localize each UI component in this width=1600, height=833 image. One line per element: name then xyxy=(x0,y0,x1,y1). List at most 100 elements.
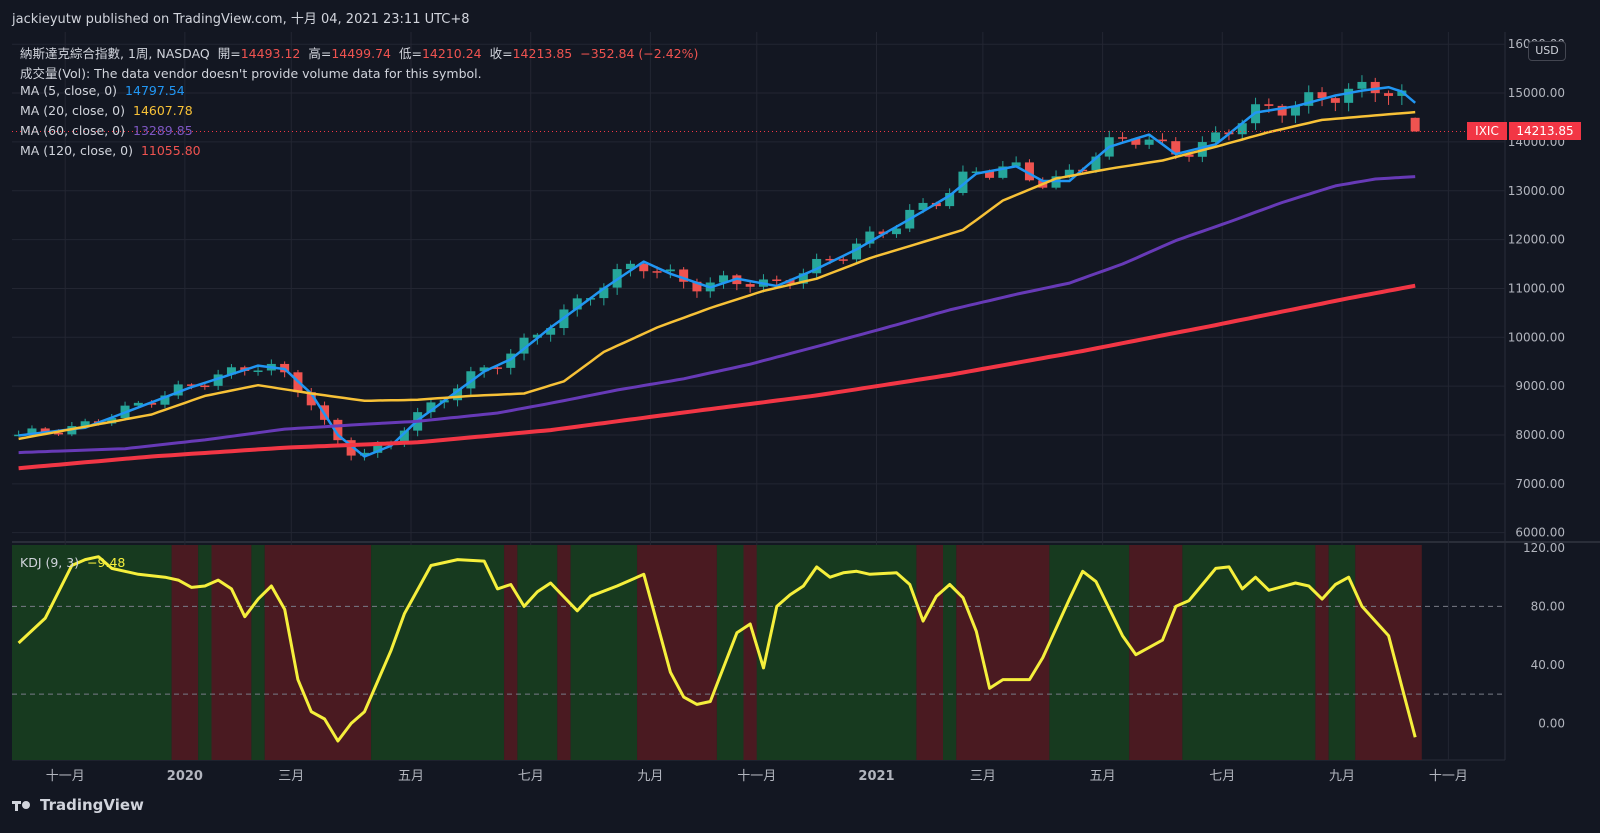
tradingview-brand[interactable]: TradingView xyxy=(12,796,144,814)
price-tick-label: 12000.00 xyxy=(1508,233,1565,247)
candle-body xyxy=(1264,104,1274,106)
price-tick-label: 15000.00 xyxy=(1508,86,1565,100)
ma5-label: MA (5, close, 0) xyxy=(20,83,118,98)
price-tick-label: 10000.00 xyxy=(1508,330,1565,344)
candle-body xyxy=(213,374,223,386)
kdj-legend[interactable]: KDJ (9, 3) −9.48 xyxy=(20,555,129,570)
candle-body xyxy=(798,273,808,284)
publisher-header: jackieyutw published on TradingView.com,… xyxy=(12,12,470,27)
ma120-label: MA (120, close, 0) xyxy=(20,143,133,158)
candle-body xyxy=(665,269,675,272)
candle-body xyxy=(253,370,263,372)
candle-body xyxy=(506,353,516,368)
legend-change: −352.84 (−2.42%) xyxy=(580,46,699,61)
candle-body xyxy=(200,385,210,388)
legend-high: 14499.74 xyxy=(331,46,392,61)
candle-body xyxy=(572,298,582,310)
candle-body xyxy=(27,428,37,435)
kdj-region xyxy=(1328,545,1356,760)
tradingview-logo-icon xyxy=(12,798,34,812)
candle-body xyxy=(147,402,157,405)
main-legend: 納斯達克綜合指數, 1周, NASDAQ 開=14493.12 高=14499.… xyxy=(20,43,702,62)
moving-average-lines xyxy=(12,85,1505,471)
kdj-region xyxy=(251,545,265,760)
ma5-legend[interactable]: MA (5, close, 0) 14797.54 xyxy=(20,83,189,98)
price-tick-label: 7000.00 xyxy=(1515,477,1565,491)
time-tick-label: 七月 xyxy=(518,769,544,784)
candle-body xyxy=(1304,92,1314,106)
candle-body xyxy=(1144,139,1154,145)
price-tick-label: 6000.00 xyxy=(1515,526,1565,540)
candle-body xyxy=(918,202,928,210)
candle-body xyxy=(1370,81,1380,94)
time-tick-label: 2021 xyxy=(858,769,894,784)
legend-low-label: 低= xyxy=(399,46,422,61)
ma60-legend[interactable]: MA (60, close, 0) 13289.85 xyxy=(20,123,197,138)
candle-body xyxy=(80,421,90,427)
candle-body xyxy=(492,367,502,369)
candle-body xyxy=(785,280,795,284)
kdj-region xyxy=(943,545,957,760)
candle-body xyxy=(1184,154,1194,157)
kdj-region xyxy=(756,545,917,760)
candle-body xyxy=(1064,169,1074,177)
kdj-region xyxy=(517,545,558,760)
legend-open: 14493.12 xyxy=(240,46,301,61)
kdj-region xyxy=(371,545,505,760)
candle-body xyxy=(187,384,197,386)
candle-body xyxy=(639,263,649,272)
candle-body xyxy=(333,419,343,441)
legend-close: 14213.85 xyxy=(512,46,573,61)
candle-body xyxy=(479,367,489,372)
candle-body xyxy=(985,171,995,178)
candle-body xyxy=(1118,137,1128,139)
candle-body xyxy=(1290,105,1300,116)
kdj-region xyxy=(570,545,638,760)
kdj-region xyxy=(171,545,199,760)
candle-body xyxy=(945,192,955,207)
candle-body xyxy=(373,444,383,453)
ma20-line xyxy=(18,110,1416,441)
kdj-background-regions xyxy=(12,545,1422,760)
candle-body xyxy=(1410,117,1420,132)
candle-body xyxy=(838,259,848,261)
candle-body xyxy=(998,166,1008,178)
candle-body xyxy=(1384,93,1394,96)
kdj-region xyxy=(1182,545,1316,760)
candle-body xyxy=(692,281,702,292)
candle-body xyxy=(652,271,662,273)
candle-body xyxy=(625,263,635,270)
ma20-legend[interactable]: MA (20, close, 0) 14607.78 xyxy=(20,103,197,118)
candle-body xyxy=(679,269,689,282)
volume-legend: 成交量(Vol): The data vendor doesn't provid… xyxy=(20,66,482,81)
legend-high-label: 高= xyxy=(308,46,332,61)
candle-body xyxy=(865,231,875,244)
time-tick-label: 2020 xyxy=(167,769,203,784)
price-tick-label: 8000.00 xyxy=(1515,428,1565,442)
candle-body xyxy=(1211,132,1221,143)
candle-body xyxy=(532,334,542,338)
time-tick-label: 十一月 xyxy=(737,769,776,784)
brand-text: TradingView xyxy=(40,796,144,814)
candle-body xyxy=(1317,92,1327,99)
ma5-value: 14797.54 xyxy=(125,83,185,98)
candle-body xyxy=(399,430,409,442)
candle-body xyxy=(891,228,901,235)
kdj-region xyxy=(956,545,1050,760)
candle-body xyxy=(958,171,968,193)
kdj-label: KDJ (9, 3) xyxy=(20,555,80,570)
candle-body xyxy=(453,388,463,401)
candle-body xyxy=(1091,156,1101,171)
kdj-region xyxy=(12,545,172,760)
candle-body xyxy=(1171,141,1181,155)
time-tick-label: 三月 xyxy=(970,769,996,784)
candle-body xyxy=(1024,162,1034,181)
candle-body xyxy=(825,258,835,261)
kdj-line xyxy=(17,555,1417,743)
kdj-tick-label: 80.00 xyxy=(1531,599,1565,613)
ma120-legend[interactable]: MA (120, close, 0) 11055.80 xyxy=(20,143,205,158)
candle-body xyxy=(1357,81,1367,89)
kdj-region xyxy=(1049,545,1130,760)
currency-button[interactable]: USD xyxy=(1528,41,1566,61)
